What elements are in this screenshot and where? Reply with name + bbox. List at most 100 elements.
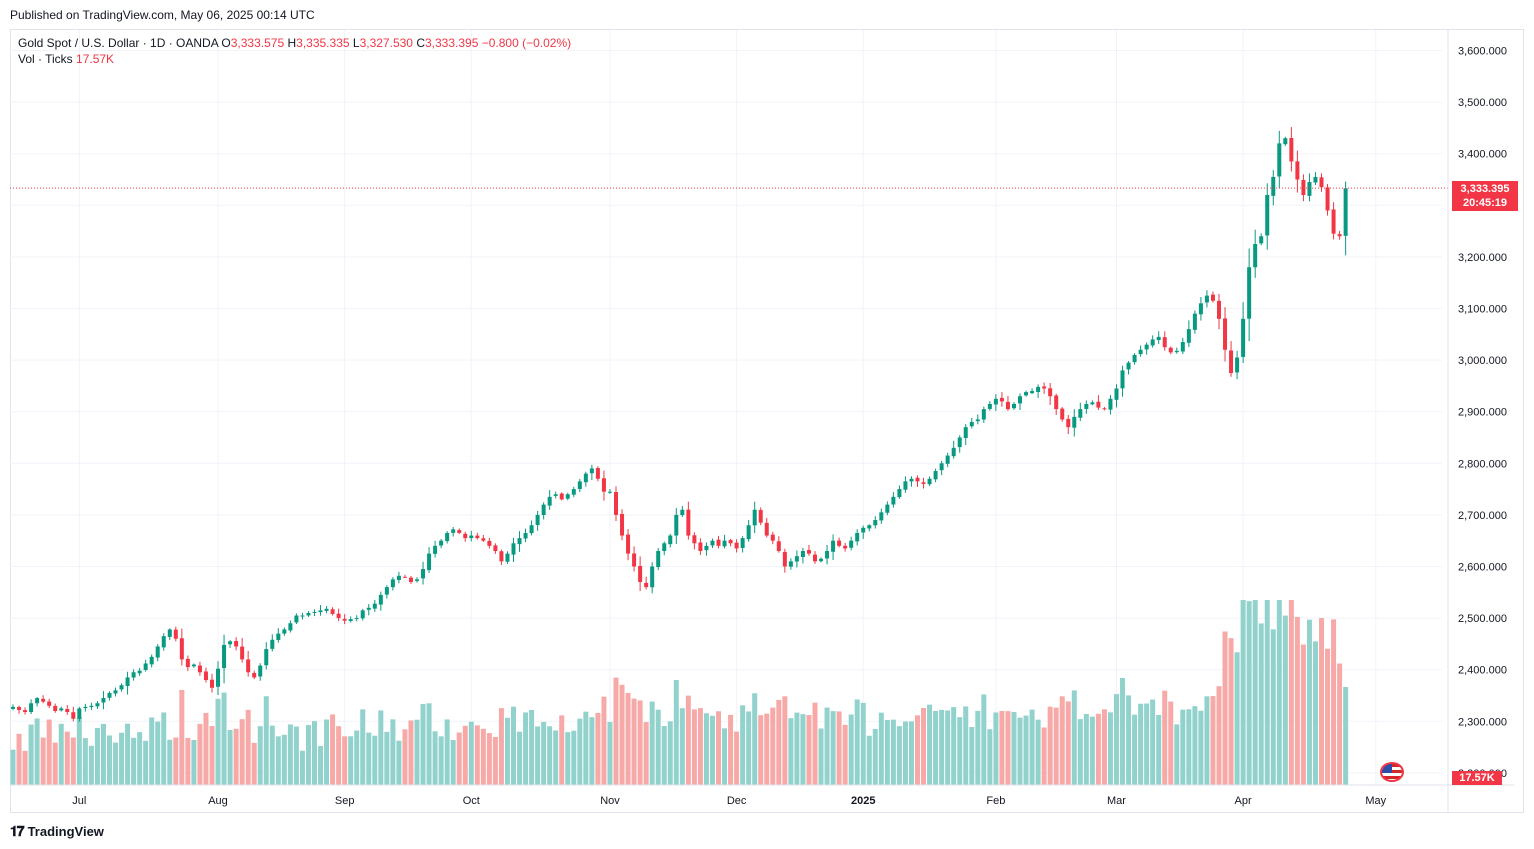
volume-bar bbox=[312, 721, 317, 785]
volume-bar bbox=[716, 711, 722, 785]
candle-body bbox=[234, 641, 239, 647]
volume-bar bbox=[1017, 717, 1023, 785]
candle-body bbox=[644, 582, 649, 588]
candle-body bbox=[300, 615, 305, 617]
price-tick-label: 3,100.000 bbox=[1458, 304, 1507, 316]
candle-body bbox=[547, 496, 552, 506]
volume-bar bbox=[1234, 652, 1240, 785]
candle-body bbox=[1144, 344, 1149, 350]
candle-body bbox=[240, 646, 245, 660]
candle-body bbox=[1307, 182, 1312, 196]
volume-bar bbox=[161, 712, 167, 785]
candle-body bbox=[276, 633, 281, 640]
volume-bar bbox=[1192, 706, 1198, 785]
candle-body bbox=[831, 540, 836, 552]
candle-body bbox=[11, 706, 15, 709]
volume-bar bbox=[679, 708, 685, 785]
volume-bar bbox=[366, 732, 372, 785]
volume-bar bbox=[209, 726, 215, 785]
tradingview-brand[interactable]: 𝟏𝟕 TradingView bbox=[10, 823, 104, 840]
candle-body bbox=[662, 543, 667, 552]
candle-body bbox=[469, 535, 474, 539]
volume-bar bbox=[559, 715, 565, 785]
candle-body bbox=[668, 535, 673, 545]
candle-body bbox=[1126, 362, 1131, 370]
candle-body bbox=[1114, 388, 1119, 400]
us-flag-icon[interactable] bbox=[1380, 762, 1404, 782]
candle-body bbox=[1011, 403, 1016, 409]
candle-body bbox=[23, 710, 28, 713]
candle-body bbox=[728, 540, 733, 544]
candle-body bbox=[101, 698, 106, 703]
candle-body bbox=[1253, 244, 1258, 268]
candle-body bbox=[119, 685, 124, 690]
volume-bar bbox=[396, 740, 402, 785]
candle-body bbox=[981, 409, 986, 420]
candle-body bbox=[656, 551, 661, 568]
candle-body bbox=[957, 437, 962, 448]
candle-body bbox=[638, 565, 643, 582]
candle-body bbox=[451, 529, 456, 533]
volume-bar bbox=[1071, 690, 1077, 785]
volume-bar bbox=[872, 729, 878, 785]
candle-body bbox=[939, 463, 944, 471]
volume-bar bbox=[788, 718, 794, 785]
volume-bar bbox=[541, 721, 547, 785]
volume-bar bbox=[957, 717, 963, 785]
volume-bar bbox=[179, 689, 185, 785]
candle-body bbox=[270, 639, 275, 649]
candle-body bbox=[222, 644, 227, 669]
candle-body bbox=[873, 520, 878, 526]
candle-body bbox=[722, 540, 727, 547]
volume-bar bbox=[131, 737, 137, 785]
chart-frame[interactable] bbox=[10, 29, 1524, 813]
volume-bar bbox=[456, 732, 462, 785]
candle-body bbox=[1060, 408, 1065, 420]
volume-bar bbox=[571, 730, 577, 785]
volume-bar bbox=[191, 740, 197, 785]
candle-body bbox=[1174, 350, 1179, 353]
volume-bar bbox=[553, 730, 559, 785]
volume-bar bbox=[1077, 719, 1083, 785]
time-tick-label: Apr bbox=[1235, 795, 1252, 807]
volume-bar bbox=[764, 713, 770, 785]
candle-body bbox=[360, 610, 365, 619]
candle-body bbox=[903, 481, 908, 490]
candle-body bbox=[197, 665, 202, 673]
volume-bar bbox=[58, 723, 64, 785]
chart-legend: Gold Spot / U.S. Dollar · 1D · OANDA O3,… bbox=[18, 35, 571, 67]
legend-symbol[interactable]: Gold Spot / U.S. Dollar · 1D · OANDA bbox=[18, 36, 219, 50]
volume-bar bbox=[263, 696, 269, 785]
volume-bar bbox=[1150, 699, 1156, 785]
candle-body bbox=[1005, 401, 1010, 410]
volume-bar bbox=[324, 719, 330, 785]
volume-bar bbox=[203, 712, 209, 785]
volume-bar bbox=[1138, 703, 1144, 785]
volume-bar bbox=[746, 711, 752, 785]
candle-body bbox=[173, 629, 178, 639]
volume-bar bbox=[426, 703, 432, 785]
volume-bar bbox=[227, 729, 233, 785]
candle-body bbox=[1180, 342, 1185, 352]
legend-volume-label[interactable]: Vol · Ticks bbox=[18, 52, 73, 66]
volume-bar bbox=[173, 737, 179, 785]
candle-body bbox=[421, 569, 426, 579]
candle-body bbox=[445, 532, 450, 542]
candle-body bbox=[776, 541, 781, 552]
candle-body bbox=[794, 556, 799, 562]
volume-bar bbox=[1228, 638, 1234, 785]
time-tick-label: Jul bbox=[72, 795, 86, 807]
volume-bar bbox=[818, 728, 824, 785]
volume-bar bbox=[414, 719, 420, 785]
volume-bar bbox=[595, 712, 601, 785]
volume-bar bbox=[1300, 644, 1306, 785]
candle-body bbox=[107, 692, 112, 698]
candle-body bbox=[161, 636, 166, 648]
candle-body bbox=[819, 558, 824, 562]
candle-body bbox=[439, 540, 444, 546]
volume-bar bbox=[245, 709, 251, 785]
candle-body bbox=[1150, 339, 1155, 346]
volume-bar bbox=[933, 710, 939, 785]
candle-body bbox=[1048, 388, 1053, 397]
